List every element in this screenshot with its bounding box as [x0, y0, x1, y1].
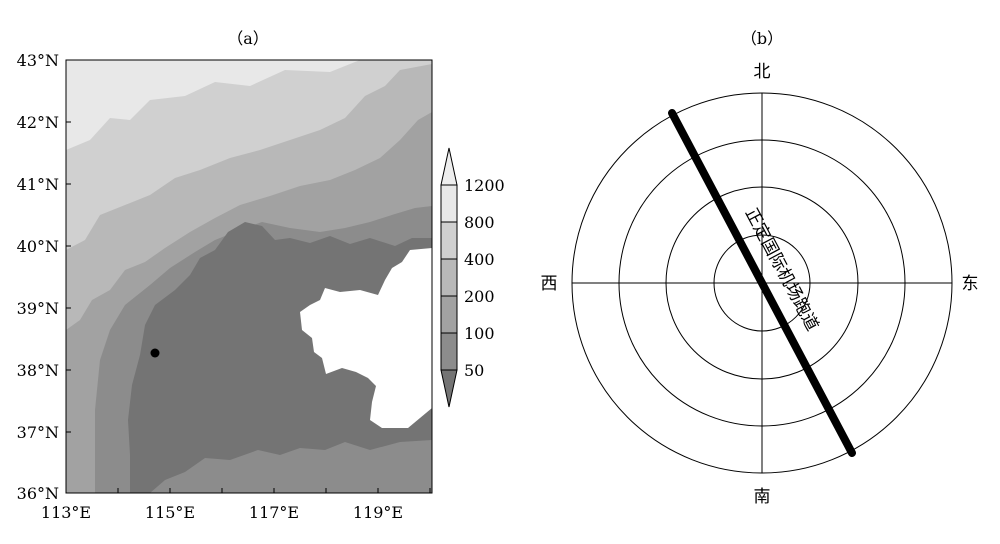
terrain-sea: [300, 248, 432, 428]
panel-a-label: （a）: [227, 29, 269, 48]
terrain-map: [66, 60, 432, 493]
lon-label-115: 115°E: [145, 503, 195, 522]
colorbar-label-1200: 1200: [464, 176, 505, 195]
lat-label-43: 43°N: [17, 51, 59, 70]
colorbar-swatch-800: [440, 221, 458, 260]
lon-label-113: 113°E: [41, 503, 91, 522]
colorbar-swatch-400: [440, 258, 458, 297]
colorbar-swatch-1200: [440, 184, 458, 223]
colorbar-label-400: 400: [464, 250, 495, 269]
colorbar-bottom-arrow: [440, 369, 458, 408]
colorbar-swatch-200: [440, 295, 458, 334]
colorbar-top-arrow: [440, 147, 458, 186]
lon-label-117: 117°E: [249, 503, 299, 522]
longitude-axis: 113°E 115°E 117°E 119°E: [41, 488, 431, 522]
lat-label-39: 39°N: [17, 299, 59, 318]
terrain-plain: [128, 222, 432, 493]
panel-b: （b） 北 南 东 西 正定国际机场跑道: [541, 29, 979, 507]
panel-a: （a） 43°N 42°N 41°N: [17, 29, 505, 522]
lat-label-38: 38°N: [17, 361, 59, 380]
lat-label-36: 36°N: [17, 484, 59, 503]
direction-west: 西: [541, 274, 558, 294]
latitude-axis: 43°N 42°N 41°N 40°N 39°N 38°N 37°N 36°N: [17, 51, 71, 503]
direction-south: 南: [754, 487, 771, 507]
airport-marker: [150, 348, 160, 358]
colorbar-label-100: 100: [464, 324, 495, 343]
colorbar-label-200: 200: [464, 287, 495, 306]
lat-label-42: 42°N: [17, 113, 59, 132]
runway-line: [668, 109, 856, 457]
lon-label-119: 119°E: [353, 503, 403, 522]
panel-b-label: （b）: [741, 29, 783, 48]
map-frame: [65, 59, 433, 494]
colorbar-swatch-100: [440, 332, 458, 371]
lat-label-40: 40°N: [17, 237, 59, 256]
direction-north: 北: [754, 62, 771, 82]
lat-label-41: 41°N: [17, 175, 59, 194]
colorbar: 1200 800 400 200 100 50: [440, 147, 505, 408]
colorbar-label-800: 800: [464, 213, 495, 232]
colorbar-label-50: 50: [464, 361, 484, 380]
direction-east: 东: [962, 274, 979, 294]
lat-label-37: 37°N: [17, 423, 59, 442]
